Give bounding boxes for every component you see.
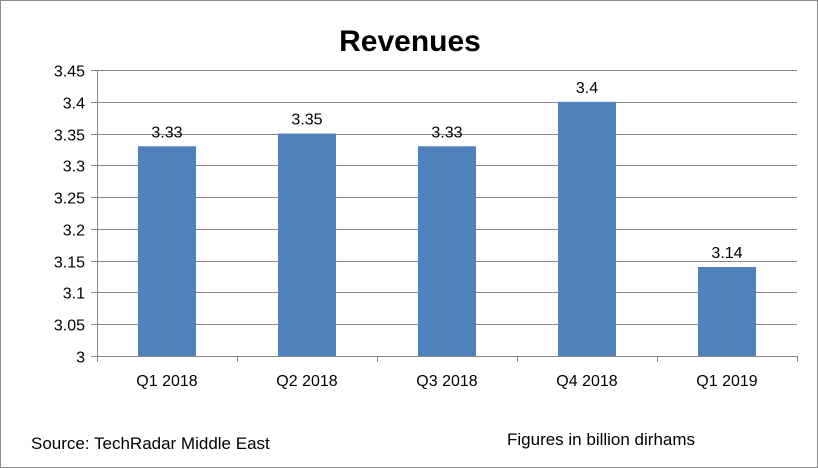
data-label: 3.4 [576, 80, 598, 97]
chart-title: Revenues [339, 25, 481, 58]
data-label: 3.33 [431, 124, 462, 141]
y-tick-label: 3.3 [63, 159, 85, 176]
bars [138, 101, 756, 357]
axes [91, 70, 798, 362]
bar [558, 101, 616, 357]
y-tick-label: 3.05 [54, 318, 85, 335]
y-tick-label: 3.4 [63, 96, 85, 113]
x-tick-label: Q1 2018 [136, 373, 197, 390]
y-tick-label: 3.1 [63, 286, 85, 303]
source-note: Source: TechRadar Middle East [31, 434, 270, 453]
y-tick-label: 3.35 [54, 128, 85, 145]
data-label: 3.33 [151, 124, 182, 141]
bar [418, 146, 476, 356]
y-tick-label: 3.2 [63, 223, 85, 240]
x-tick-label: Q1 2019 [696, 373, 757, 390]
x-tick-label: Q2 2018 [276, 373, 337, 390]
x-axis-tick-labels: Q1 2018 Q2 2018 Q3 2018 Q4 2018 Q1 2019 [136, 373, 757, 390]
x-tick-label: Q4 2018 [556, 373, 617, 390]
data-label: 3.14 [711, 245, 742, 262]
data-labels: 3.33 3.35 3.33 3.4 3.14 [151, 80, 742, 262]
x-tick-label: Q3 2018 [416, 373, 477, 390]
y-tick-label: 3 [76, 350, 85, 367]
units-note: Figures in billion dirhams [507, 430, 696, 449]
y-axis-tick-labels: 3 3.05 3.1 3.15 3.2 3.25 3.3 3.35 3.4 3.45 [54, 64, 85, 367]
y-tick-label: 3.15 [54, 255, 85, 272]
y-tick-label: 3.25 [54, 191, 85, 208]
bar [278, 133, 336, 356]
bar [138, 146, 196, 356]
y-tick-label: 3.45 [54, 64, 85, 81]
data-label: 3.35 [291, 112, 322, 129]
bar [698, 267, 756, 356]
